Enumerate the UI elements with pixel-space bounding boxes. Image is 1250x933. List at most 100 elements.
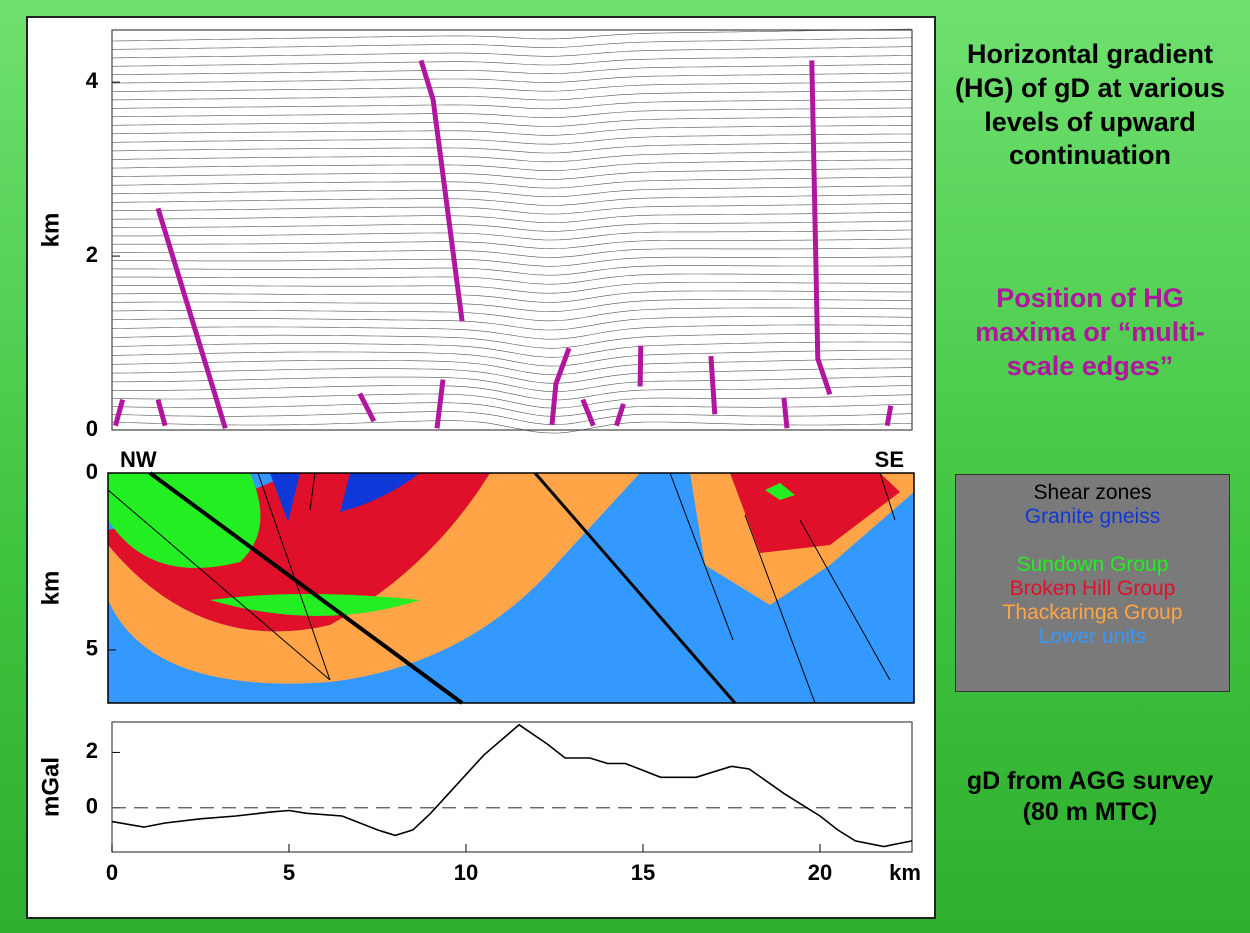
- series-line: [113, 398, 126, 427]
- contour: [111, 282, 912, 294]
- contour: [111, 142, 913, 154]
- contour: [111, 133, 913, 145]
- continuation-levels: [111, 28, 913, 434]
- series-line: [155, 398, 168, 427]
- sundown-area: [210, 594, 420, 616]
- sundown-area: [765, 483, 795, 500]
- series-line: [580, 398, 596, 427]
- contour: [111, 159, 912, 171]
- shear-zone: [879, 472, 896, 521]
- contour: [111, 168, 913, 180]
- series-line: [434, 379, 446, 429]
- y-tick-label: 5: [86, 636, 98, 661]
- sundown-area: [108, 473, 261, 569]
- x-tick-label: 20: [808, 860, 832, 885]
- shear-zone: [148, 471, 464, 705]
- caption: gD from AGG survey (80 m MTC): [966, 767, 1214, 827]
- contour: [111, 125, 912, 136]
- y-tick-label: 0: [86, 416, 98, 441]
- contour: [111, 290, 912, 303]
- contour: [111, 28, 913, 42]
- contour: [112, 367, 913, 384]
- series-line: [155, 207, 228, 430]
- series-line: [549, 347, 572, 426]
- contour: [111, 81, 913, 92]
- y-tick-label: 0: [86, 459, 98, 484]
- legend-item: Lower units: [1038, 625, 1147, 648]
- x-tick-label: 15: [631, 860, 655, 885]
- contour: [112, 229, 913, 241]
- legend: Shear zones Granite gneiss Sundown Group Br…: [955, 474, 1230, 692]
- series-line: [781, 397, 790, 429]
- series-line: [111, 723, 913, 848]
- contour: [111, 316, 913, 331]
- series-line: [357, 392, 377, 423]
- legend-item: Broken Hill Group: [1009, 577, 1176, 600]
- contour: [111, 420, 913, 434]
- contour: [111, 307, 913, 322]
- contour: [111, 37, 913, 50]
- y-axis-label: km: [37, 213, 64, 248]
- series-line: [614, 403, 626, 427]
- contour: [112, 194, 913, 206]
- y-tick-label: 0: [86, 794, 98, 819]
- contour: [111, 324, 913, 340]
- y-tick-label: 2: [86, 738, 98, 763]
- geologic-section: [107, 471, 915, 705]
- granite-area: [340, 473, 420, 512]
- legend-item: Sundown Group: [1016, 553, 1169, 576]
- contour: [111, 116, 913, 127]
- y-tick-label: 4: [86, 68, 99, 93]
- contour: [111, 150, 912, 163]
- contour: [111, 358, 912, 376]
- contour: [111, 203, 913, 215]
- x-tick-label: 5: [283, 860, 295, 885]
- contour: [111, 107, 913, 118]
- x-axis-label: km: [889, 860, 921, 885]
- contour: [112, 256, 913, 267]
- series-line: [708, 355, 718, 415]
- contour: [111, 411, 913, 425]
- thackaringa-area: [108, 473, 640, 684]
- granite-area: [270, 473, 300, 522]
- y-axis-label: km: [37, 571, 64, 606]
- contour: [112, 247, 913, 258]
- contour: [111, 299, 913, 312]
- legend-item: Shear zones: [1033, 481, 1152, 504]
- shear-zone: [669, 472, 734, 641]
- shear-zone: [533, 472, 737, 704]
- section-frame: [107, 472, 915, 704]
- contour: [112, 273, 913, 285]
- contour: [111, 98, 913, 110]
- title: Horizontal gradient (HG) of gD at variou…: [954, 39, 1225, 171]
- contour: [111, 72, 913, 84]
- contour: [112, 376, 913, 392]
- contour: [111, 90, 913, 101]
- contour: [112, 238, 913, 250]
- contour: [111, 333, 913, 349]
- contour: [111, 55, 913, 67]
- contour: [111, 393, 913, 409]
- contour: [111, 402, 913, 417]
- x-tick-label: 10: [454, 860, 478, 885]
- shear-zone: [309, 472, 316, 511]
- legend-gap: [956, 529, 1229, 553]
- plot-frame: [111, 721, 913, 853]
- contour: [111, 46, 913, 59]
- shear-zone: [107, 489, 331, 681]
- x-tick-label: 0: [106, 860, 118, 885]
- contour: [112, 385, 913, 401]
- contour: [112, 176, 913, 189]
- y-axis-label: mGal: [37, 757, 64, 817]
- shear-zone: [257, 472, 331, 681]
- series-line: [809, 60, 833, 396]
- right-label: SE: [875, 447, 904, 472]
- legend-item: Granite gneiss: [1024, 505, 1161, 528]
- contour: [111, 63, 913, 75]
- plot-frame: [111, 29, 913, 431]
- contour: [111, 265, 913, 276]
- contour: [111, 341, 913, 358]
- contour: [111, 350, 912, 367]
